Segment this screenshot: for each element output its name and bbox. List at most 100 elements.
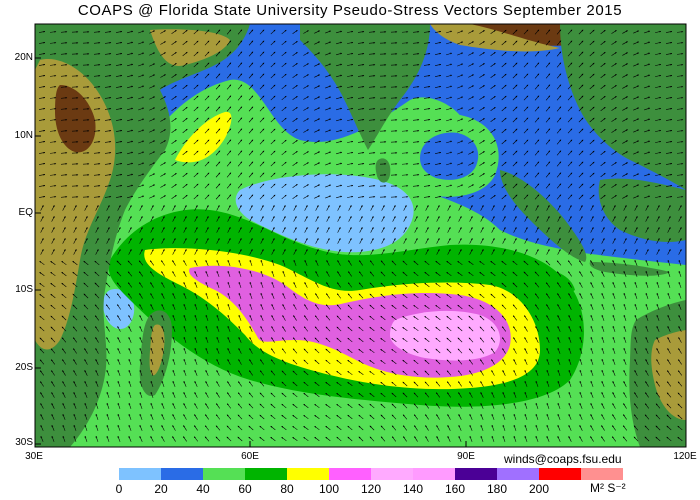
vector-arrow-icon (556, 62, 562, 68)
vector-arrow-icon (490, 73, 496, 79)
vector-arrow-icon (138, 107, 145, 111)
vector-arrow-icon (38, 129, 46, 132)
vector-arrow-icon (226, 128, 232, 134)
legend-label-80: 80 (280, 482, 294, 496)
vector-arrow-icon (633, 118, 640, 122)
vector-arrow-icon (171, 118, 177, 122)
vector-arrow-icon (226, 51, 232, 57)
legend-swatch (161, 468, 203, 480)
vector-arrow-icon (578, 117, 584, 123)
vector-arrow-icon (226, 106, 232, 112)
sumatra-land (500, 170, 587, 262)
vector-arrow-icon (423, 63, 431, 66)
vector-arrow-icon (501, 29, 507, 35)
vector-arrow-icon (237, 51, 243, 57)
vector-arrow-icon (457, 118, 464, 122)
vector-arrow-icon (259, 106, 265, 112)
vector-arrow-icon (93, 74, 101, 77)
vector-arrow-icon (357, 96, 365, 99)
vector-arrow-icon (303, 129, 309, 133)
vector-arrow-icon (545, 106, 551, 112)
vector-arrow-icon (578, 84, 584, 90)
vector-arrow-icon (611, 96, 617, 100)
vector-arrow-icon (412, 63, 420, 66)
vector-arrow-icon (368, 85, 376, 88)
vector-arrow-icon (357, 74, 365, 77)
vector-arrow-icon (237, 117, 243, 123)
vector-arrow-icon (115, 30, 123, 33)
vector-arrow-icon (193, 73, 199, 79)
vector-arrow-icon (501, 51, 507, 57)
vector-arrow-icon (423, 107, 431, 110)
vector-arrow-icon (589, 84, 595, 90)
vector-arrow-icon (347, 129, 354, 132)
vector-arrow-icon (457, 63, 464, 67)
vector-arrow-icon (446, 96, 453, 100)
vector-arrow-icon (160, 74, 166, 78)
vector-arrow-icon (347, 52, 354, 55)
vector-arrow-icon (325, 63, 332, 67)
vector-arrow-icon (611, 74, 617, 78)
vector-arrow-icon (38, 96, 46, 99)
vector-arrow-icon (336, 129, 343, 133)
vector-arrow-icon (479, 85, 485, 89)
vector-arrow-icon (281, 117, 287, 123)
vector-arrow-icon (633, 30, 640, 34)
ring-inner-blue (420, 132, 479, 180)
vector-arrow-icon (38, 74, 46, 77)
vector-arrow-icon (292, 41, 298, 45)
vector-arrow-icon (512, 117, 518, 123)
vector-arrow-icon (412, 41, 420, 44)
vector-arrow-icon (611, 63, 617, 67)
lon-label-30e: 30E (25, 451, 43, 462)
vector-arrow-icon (226, 40, 232, 46)
vector-arrow-icon (60, 74, 68, 77)
vector-arrow-icon (38, 63, 46, 66)
vector-arrow-icon (204, 62, 210, 68)
vector-arrow-icon (357, 52, 365, 55)
vector-arrow-icon (303, 63, 309, 67)
vector-arrow-icon (259, 84, 265, 90)
vector-arrow-icon (93, 118, 101, 121)
vector-arrow-icon (512, 40, 518, 46)
vector-arrow-icon (193, 95, 199, 101)
vector-arrow-icon (115, 74, 123, 77)
vector-arrow-icon (303, 41, 309, 45)
vector-arrow-icon (479, 74, 485, 78)
vector-arrow-icon (633, 74, 640, 78)
vector-arrow-icon (490, 106, 496, 112)
vector-arrow-icon (600, 84, 606, 90)
vector-arrow-icon (357, 63, 365, 66)
vector-arrow-icon (325, 118, 332, 122)
vector-arrow-icon (281, 40, 287, 46)
vector-arrow-icon (655, 30, 662, 34)
legend-label-180: 180 (486, 482, 508, 496)
vector-arrow-icon (523, 40, 529, 46)
vector-arrow-icon (49, 30, 57, 33)
vector-arrow-icon (160, 129, 166, 133)
vector-arrow-icon (622, 96, 628, 100)
vector-arrow-icon (93, 52, 101, 55)
credit-email[interactable]: winds@coaps.fsu.edu (504, 452, 622, 466)
vector-arrow-icon (622, 107, 628, 111)
vector-arrow-icon (589, 51, 595, 57)
vector-arrow-icon (578, 106, 584, 112)
vector-arrow-icon (204, 40, 210, 46)
vector-arrow-icon (204, 29, 210, 35)
vector-arrow-icon (193, 84, 199, 90)
vector-arrow-icon (633, 63, 640, 67)
vector-arrow-icon (138, 129, 145, 133)
vector-arrow-icon (314, 107, 320, 111)
vector-arrow-icon (104, 41, 112, 44)
vector-arrow-icon (248, 40, 254, 46)
vector-arrow-icon (115, 52, 123, 55)
vector-arrow-icon (215, 95, 221, 101)
vector-arrow-icon (49, 85, 57, 88)
vector-arrow-icon (479, 96, 485, 100)
vector-arrow-icon (523, 95, 529, 101)
vector-arrow-icon (556, 40, 562, 46)
vector-arrow-icon (314, 30, 320, 34)
vector-arrow-icon (303, 30, 309, 34)
vector-arrow-icon (259, 117, 265, 123)
vector-arrow-icon (655, 85, 662, 89)
